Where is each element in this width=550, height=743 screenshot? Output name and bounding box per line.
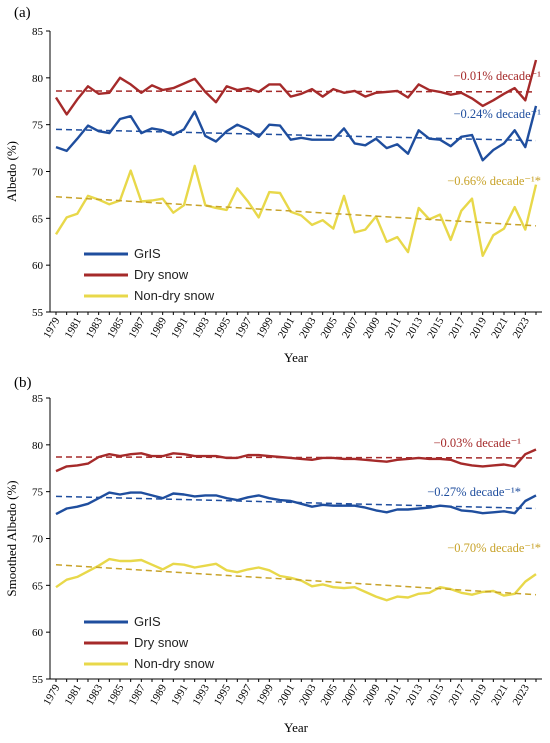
x-tick-label: 2019	[468, 682, 490, 707]
x-tick-label: 2023	[511, 682, 533, 707]
x-tick-label: 1989	[148, 682, 170, 707]
y-tick-label: 75	[32, 120, 44, 132]
y-tick-label: 85	[32, 393, 44, 405]
y-tick-label: 80	[32, 440, 44, 452]
trend-line-dry-snow	[55, 90, 537, 93]
legend-entry: Dry snow	[134, 635, 189, 650]
series-line-non-dry-snow	[54, 164, 538, 258]
y-tick-label: 55	[32, 307, 44, 319]
y-tick-label: 65	[32, 213, 44, 225]
y-tick-label: 60	[32, 627, 44, 639]
panel-label: (a)	[14, 5, 31, 21]
y-tick-label: 80	[32, 73, 44, 85]
x-tick-label: 1985	[105, 315, 127, 340]
trend-label-non-dry-snow: −0.70% decade⁻¹*	[447, 541, 541, 555]
trend-line-gris	[55, 128, 537, 142]
legend-entry: GrIS	[134, 246, 161, 261]
y-tick-label: 60	[32, 260, 44, 272]
x-tick-label: 1987	[127, 315, 149, 340]
x-tick-label: 1979	[41, 682, 63, 707]
y-tick-label: 70	[32, 534, 44, 546]
x-tick-label: 2001	[276, 683, 297, 708]
trend-label-dry-snow: −0.03% decade⁻¹	[434, 436, 522, 450]
x-tick-label: 2017	[447, 315, 469, 340]
trend-label-non-dry-snow: −0.66% decade⁻¹*	[447, 174, 541, 188]
series-line-dry-snow	[55, 448, 537, 473]
x-tick-label: 2009	[361, 315, 383, 340]
x-tick-label: 2017	[447, 682, 469, 707]
x-tick-label: 2003	[297, 315, 319, 340]
legend: GrIS Dry snow Non-dry snow	[84, 614, 215, 671]
trend-line-non-dry-snow	[55, 196, 537, 227]
x-tick-label: 2007	[340, 315, 362, 340]
x-tick-label: 1993	[191, 315, 213, 340]
x-tick-label: 1995	[212, 682, 234, 707]
x-tick-label: 1995	[212, 315, 234, 340]
x-tick-label: 1999	[255, 682, 277, 707]
y-axis-title: Smoothed Albedo (%)	[4, 480, 19, 596]
trend-line-gris	[55, 495, 537, 510]
x-tick-label: 1999	[255, 315, 277, 340]
x-tick-label: 1989	[148, 315, 170, 340]
x-tick-label: 2005	[319, 315, 341, 340]
x-tick-label: 1991	[169, 683, 190, 708]
y-tick-label: 75	[32, 487, 44, 499]
x-tick-label: 1983	[84, 682, 106, 707]
panel-label: (b)	[14, 375, 32, 391]
trend-label-gris: −0.27% decade⁻¹*	[427, 485, 521, 499]
legend: GrIS Dry snow Non-dry snow	[84, 246, 215, 303]
x-tick-label: 1997	[233, 315, 255, 340]
x-tick-label: 2021	[489, 683, 510, 708]
x-tick-label: 1993	[191, 682, 213, 707]
y-axis-title: Albedo (%)	[4, 141, 19, 202]
series-line-gris	[55, 105, 538, 162]
x-tick-label: 2015	[425, 315, 447, 340]
trend-label-dry-snow: −0.01% decade⁻¹	[454, 69, 542, 83]
x-tick-label: 1983	[84, 315, 106, 340]
x-tick-label: 2021	[489, 316, 510, 341]
series-line-dry-snow	[54, 59, 538, 116]
x-tick-label: 1979	[41, 315, 63, 340]
legend-entry: Non-dry snow	[134, 656, 215, 671]
legend-entry: Dry snow	[134, 267, 189, 282]
x-tick-label: 2005	[319, 682, 341, 707]
legend-entry: GrIS	[134, 614, 161, 629]
x-axis-title: Year	[284, 350, 309, 365]
trend-line-non-dry-snow	[55, 563, 537, 596]
trend-line-dry-snow	[55, 456, 537, 459]
legend-entry: Non-dry snow	[134, 288, 215, 303]
x-tick-label: 1987	[127, 682, 149, 707]
x-tick-label: 2003	[297, 682, 319, 707]
y-tick-label: 85	[32, 26, 44, 38]
x-tick-label: 1991	[169, 316, 190, 341]
x-tick-label: 2013	[404, 315, 426, 340]
x-tick-label: 2001	[276, 316, 297, 341]
trend-label-gris: −0.24% decade⁻¹	[454, 107, 542, 121]
x-tick-label: 1981	[63, 316, 84, 341]
x-tick-label: 1981	[63, 683, 84, 708]
x-tick-label: 2015	[425, 682, 447, 707]
x-tick-label: 2011	[383, 316, 404, 341]
x-tick-label: 2009	[361, 682, 383, 707]
x-axis-title: Year	[284, 720, 309, 735]
x-tick-label: 2023	[511, 315, 533, 340]
y-tick-label: 70	[32, 167, 44, 179]
x-tick-label: 1985	[105, 682, 127, 707]
x-tick-label: 2019	[468, 315, 490, 340]
y-tick-label: 55	[32, 674, 44, 686]
x-tick-label: 2007	[340, 682, 362, 707]
x-tick-label: 1997	[233, 682, 255, 707]
x-tick-label: 2013	[404, 682, 426, 707]
y-tick-label: 65	[32, 580, 44, 592]
x-tick-label: 2011	[383, 683, 404, 708]
